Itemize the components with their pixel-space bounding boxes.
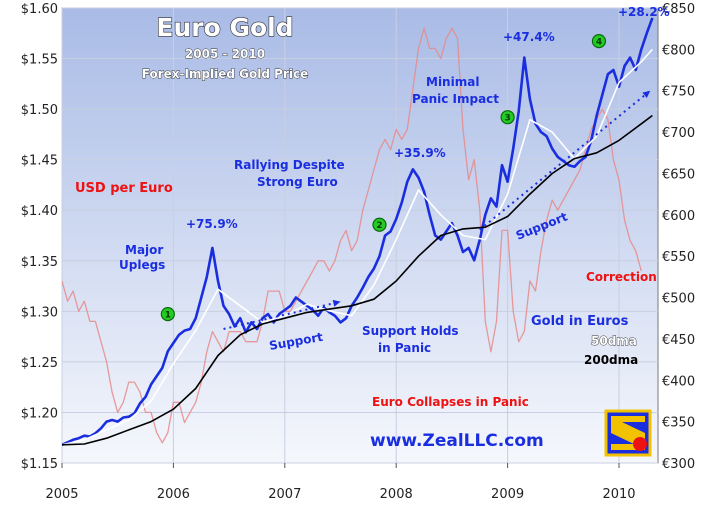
right-axis-ticks: €300 €350 €400 €450 €500 €550 €600 €650 €700 €750… [662, 2, 695, 472]
upleg-marker-label: 1 [165, 311, 171, 321]
right-tick-label: €500 [662, 292, 695, 307]
x-tick-label: 2007 [268, 487, 301, 502]
website-watermark: www.ZealLLC.com [370, 431, 544, 451]
left-tick-label: $1.50 [21, 103, 58, 118]
x-tick-label: 2009 [491, 487, 524, 502]
left-tick-label: $1.30 [21, 305, 58, 320]
right-tick-label: €700 [662, 126, 695, 141]
plot-background [61, 7, 659, 464]
chart-title: Euro Gold [156, 13, 293, 42]
grid [61, 7, 658, 464]
right-tick-label: €750 [662, 85, 695, 100]
right-tick-label: €300 [662, 457, 695, 472]
x-tick-label: 2005 [45, 487, 78, 502]
right-tick-label: €550 [662, 250, 695, 265]
upleg-marker [500, 110, 515, 125]
marker-layer: 1 2 3 4 [160, 33, 607, 322]
series-line-usd-per-euro [62, 27, 642, 444]
upleg-marker [160, 306, 175, 322]
zeal-logo [604, 409, 652, 457]
x-tick-label: 2006 [157, 487, 190, 502]
annotation-pct-3: +47.4% [503, 30, 555, 44]
upleg-marker-label: 2 [376, 221, 382, 231]
left-tick-label: $1.45 [21, 154, 58, 169]
upleg-marker [591, 33, 607, 49]
left-axis-ticks: $1.15 $1.20 $1.25 $1.30 $1.35 $1.40 $1.45 $1.50… [21, 2, 58, 472]
right-tick-label: €450 [662, 333, 695, 348]
chart-subtitle-years: 2005 - 2010 [185, 47, 265, 61]
trendline-arrowhead [332, 299, 341, 307]
right-axis-label: Gold in Euros [531, 314, 629, 329]
x-tick-label: 2008 [380, 487, 413, 502]
annotation-major: Major [125, 243, 163, 257]
left-tick-label: $1.15 [21, 457, 58, 472]
left-axis-label: USD per Euro [75, 181, 173, 196]
support-trendline [223, 300, 341, 330]
annotation-correction: Correction [586, 270, 657, 284]
legend-200dma: 200dma [584, 353, 638, 367]
right-tick-label: €400 [662, 374, 695, 389]
right-tick-label: €850 [662, 2, 695, 17]
left-tick-label: $1.25 [21, 356, 58, 371]
support-trendline [479, 89, 651, 231]
left-tick-label: $1.35 [21, 255, 58, 270]
annotation-strong-euro: Strong Euro [257, 175, 338, 189]
right-tick-label: €350 [662, 416, 695, 431]
trendline-arrowhead [642, 90, 651, 98]
upleg-marker-label: 4 [596, 38, 602, 48]
series-layer [62, 17, 654, 446]
series-line-50dma [62, 48, 653, 446]
series-line-200dma [62, 114, 653, 446]
annotation-in-panic: in Panic [378, 341, 431, 355]
left-tick-label: $1.40 [21, 204, 58, 219]
left-tick-label: $1.20 [21, 406, 58, 421]
annotation-pct-2: +35.9% [394, 146, 446, 160]
annotation-rallying: Rallying Despite [234, 158, 345, 172]
annotation-panic-impact: Panic Impact [412, 92, 499, 106]
upleg-marker-label: 3 [504, 114, 510, 124]
legend-50dma: 50dma [591, 334, 637, 348]
right-tick-label: €600 [662, 209, 695, 224]
annotation-pct-4: +28.2% [618, 5, 670, 19]
annotation-minimal: Minimal [426, 75, 479, 89]
right-tick-label: €650 [662, 167, 695, 182]
left-tick-label: $1.60 [21, 2, 58, 17]
annotation-support-holds: Support Holds [362, 324, 459, 338]
series-line-gold-in-euros [62, 17, 654, 446]
upleg-marker [372, 217, 387, 232]
x-axis-ticks: 2005 2006 2007 2008 2009 2010 [45, 463, 636, 502]
left-tick-label: $1.55 [21, 53, 58, 68]
chart-subtitle: Forex-Implied Gold Price [142, 67, 308, 81]
x-tick-label: 2010 [602, 487, 635, 502]
annotation-euro-collapse: Euro Collapses in Panic [372, 395, 529, 409]
right-tick-label: €800 [662, 43, 695, 58]
annotation-pct-1: +75.9% [186, 217, 238, 231]
annotation-uplegs: Uplegs [119, 258, 165, 272]
